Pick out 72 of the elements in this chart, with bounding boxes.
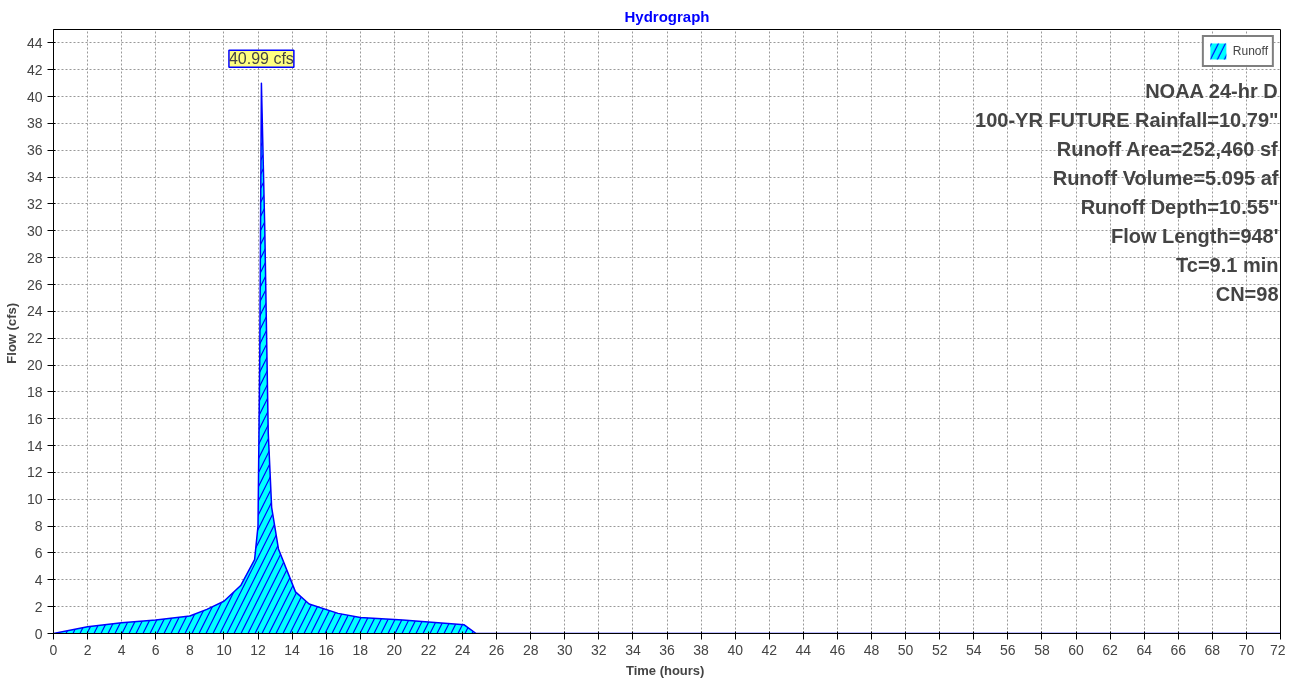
x-tick-label: 62 — [1102, 641, 1119, 658]
y-tick-label: 44 — [26, 34, 43, 51]
x-tick-label: 16 — [318, 641, 335, 658]
chart-title: Hydrograph — [624, 7, 710, 25]
y-tick-label: 32 — [26, 195, 43, 212]
y-tick-label: 4 — [34, 571, 43, 588]
x-tick-label: 10 — [216, 641, 232, 658]
annotation: Tc=9.1 min — [1176, 253, 1279, 276]
y-tick-label: 24 — [26, 303, 43, 320]
x-tick-label: 32 — [591, 641, 607, 658]
annotation: Runoff Volume=5.095 af — [1052, 166, 1279, 189]
x-tick-label: 36 — [659, 641, 675, 658]
y-tick-label: 0 — [34, 625, 43, 642]
annotation: Flow Length=948' — [1110, 224, 1279, 247]
x-tick-label: 40 — [727, 641, 744, 658]
x-tick-label: 42 — [761, 641, 778, 658]
x-tick-label: 70 — [1238, 641, 1255, 658]
x-tick-label: 24 — [454, 641, 471, 658]
y-tick-label: 2 — [34, 598, 43, 615]
x-tick-label: 72 — [1269, 641, 1286, 658]
annotation: NOAA 24-hr D — [1145, 79, 1278, 102]
x-tick-label: 38 — [693, 641, 710, 658]
y-tick-label: 14 — [26, 437, 43, 454]
x-tick-label: 30 — [556, 641, 573, 658]
annotation: Runoff Area=252,460 sf — [1056, 137, 1279, 160]
annotation: Runoff Depth=10.55" — [1080, 195, 1279, 218]
y-tick-label: 28 — [26, 249, 43, 266]
x-tick-label: 54 — [965, 641, 982, 658]
y-tick-label: 36 — [26, 142, 43, 159]
x-tick-label: 18 — [352, 641, 369, 658]
x-tick-label: 52 — [931, 641, 948, 658]
x-tick-label: 14 — [284, 641, 301, 658]
y-tick-label: 30 — [26, 222, 43, 239]
x-tick-label: 66 — [1170, 641, 1187, 658]
x-tick-label: 26 — [488, 641, 505, 658]
x-tick-label: 56 — [1000, 641, 1016, 658]
x-tick-label: 4 — [117, 641, 126, 658]
y-tick-label: 6 — [34, 544, 43, 561]
y-tick-label: 22 — [26, 330, 43, 347]
x-tick-label: 0 — [49, 641, 58, 658]
x-tick-label: 64 — [1136, 641, 1153, 658]
x-tick-label: 46 — [829, 641, 846, 658]
y-tick-label: 34 — [26, 169, 43, 186]
y-tick-label: 40 — [26, 88, 43, 105]
x-tick-label: 34 — [625, 641, 641, 658]
x-tick-label: 58 — [1034, 641, 1050, 658]
annotation: CN=98 — [1215, 282, 1279, 305]
x-tick-label: 60 — [1068, 641, 1084, 658]
y-tick-label: 42 — [26, 61, 43, 78]
y-tick-label: 16 — [26, 410, 43, 427]
x-tick-label: 22 — [420, 641, 437, 658]
x-tick-label: 50 — [897, 641, 914, 658]
x-tick-label: 68 — [1204, 641, 1221, 658]
y-tick-label: 38 — [26, 115, 43, 132]
x-tick-label: 6 — [151, 641, 160, 658]
annotation: 100-YR FUTURE Rainfall=10.79" — [975, 108, 1279, 131]
x-tick-label: 12 — [250, 641, 266, 658]
y-tick-label: 12 — [26, 464, 43, 481]
x-tick-label: 20 — [386, 641, 403, 658]
x-tick-label: 8 — [185, 641, 194, 658]
y-tick-label: 10 — [26, 491, 43, 508]
y-tick-label: 8 — [34, 518, 43, 535]
y-axis-title: Flow (cfs) — [3, 302, 19, 364]
x-tick-label: 2 — [83, 641, 92, 658]
legend-label: Runoff — [1232, 44, 1268, 58]
x-tick-label: 48 — [863, 641, 880, 658]
y-tick-label: 26 — [26, 276, 43, 293]
x-axis-title: Time (hours) — [625, 662, 705, 678]
x-tick-label: 28 — [522, 641, 539, 658]
y-tick-label: 20 — [26, 357, 43, 374]
x-tick-label: 44 — [795, 641, 812, 658]
y-tick-label: 18 — [26, 383, 43, 400]
